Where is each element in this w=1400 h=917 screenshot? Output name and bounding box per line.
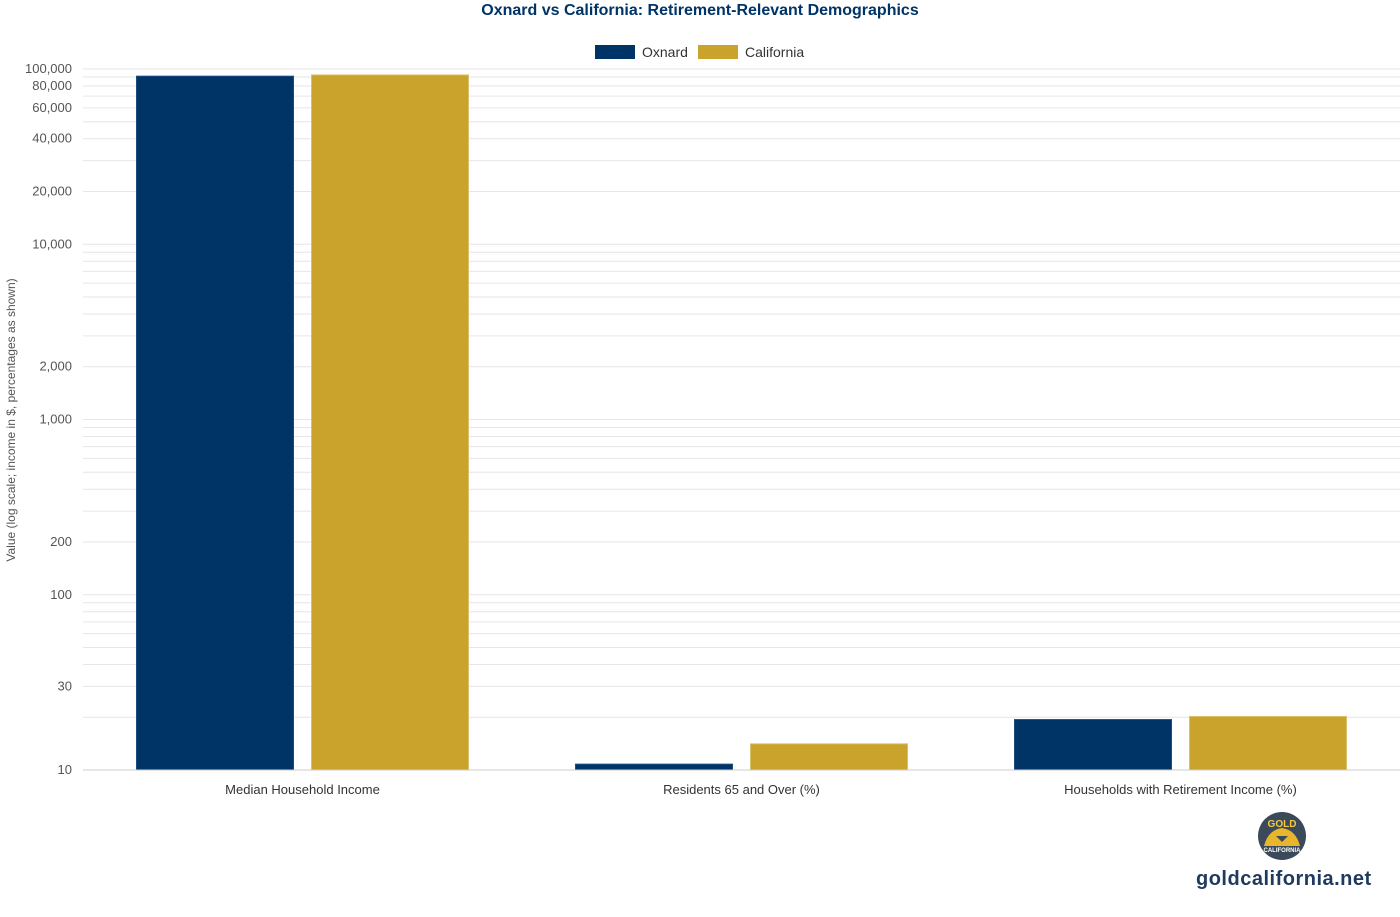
grid [83, 68, 1400, 771]
chart-title: Oxnard vs California: Retirement-Relevan… [481, 2, 919, 19]
y-tick-label: 200 [50, 534, 72, 549]
bar-california [750, 743, 908, 771]
bar-oxnard [575, 763, 733, 771]
bar-oxnard [136, 75, 294, 771]
y-tick-label: 10,000 [32, 236, 72, 251]
y-axis-ticks: 10 30 100 200 1,000 2,000 10,000 20,000 40,000 60… [25, 61, 72, 777]
y-tick-label: 60,000 [32, 100, 72, 115]
y-tick-label: 2,000 [39, 359, 72, 374]
y-axis-label: Value (log scale; income in $, percentag… [4, 278, 18, 561]
legend-label-oxnard: Oxnard [642, 44, 688, 60]
y-tick-label: 1,000 [39, 412, 72, 427]
brand-logo: GOLD CALIFORNIA [1258, 812, 1306, 860]
bars [136, 74, 1347, 771]
y-tick-label: 100,000 [25, 61, 72, 76]
y-tick-label: 10 [58, 762, 72, 777]
y-tick-label: 30 [58, 678, 72, 693]
bar-california [1189, 715, 1347, 771]
legend-swatch-california [698, 45, 738, 59]
x-tick-label: Residents 65 and Over (%) [663, 782, 820, 797]
logo-top-text: GOLD [1268, 819, 1297, 830]
x-tick-label: Households with Retirement Income (%) [1064, 782, 1297, 797]
y-tick-label: 40,000 [32, 131, 72, 146]
y-tick-label: 80,000 [32, 78, 72, 93]
site-url: goldcalifornia.net [1196, 868, 1372, 890]
x-axis-ticks: Median Household Income Residents 65 and … [225, 782, 1297, 797]
legend: Oxnard California [595, 44, 804, 60]
legend-label-california: California [745, 44, 804, 60]
x-tick-label: Median Household Income [225, 782, 380, 797]
legend-swatch-oxnard [595, 45, 635, 59]
bar-california [311, 74, 469, 771]
y-tick-label: 100 [50, 587, 72, 602]
logo-bottom-text: CALIFORNIA [1264, 848, 1302, 854]
y-tick-label: 20,000 [32, 183, 72, 198]
bar-oxnard [1014, 719, 1172, 771]
